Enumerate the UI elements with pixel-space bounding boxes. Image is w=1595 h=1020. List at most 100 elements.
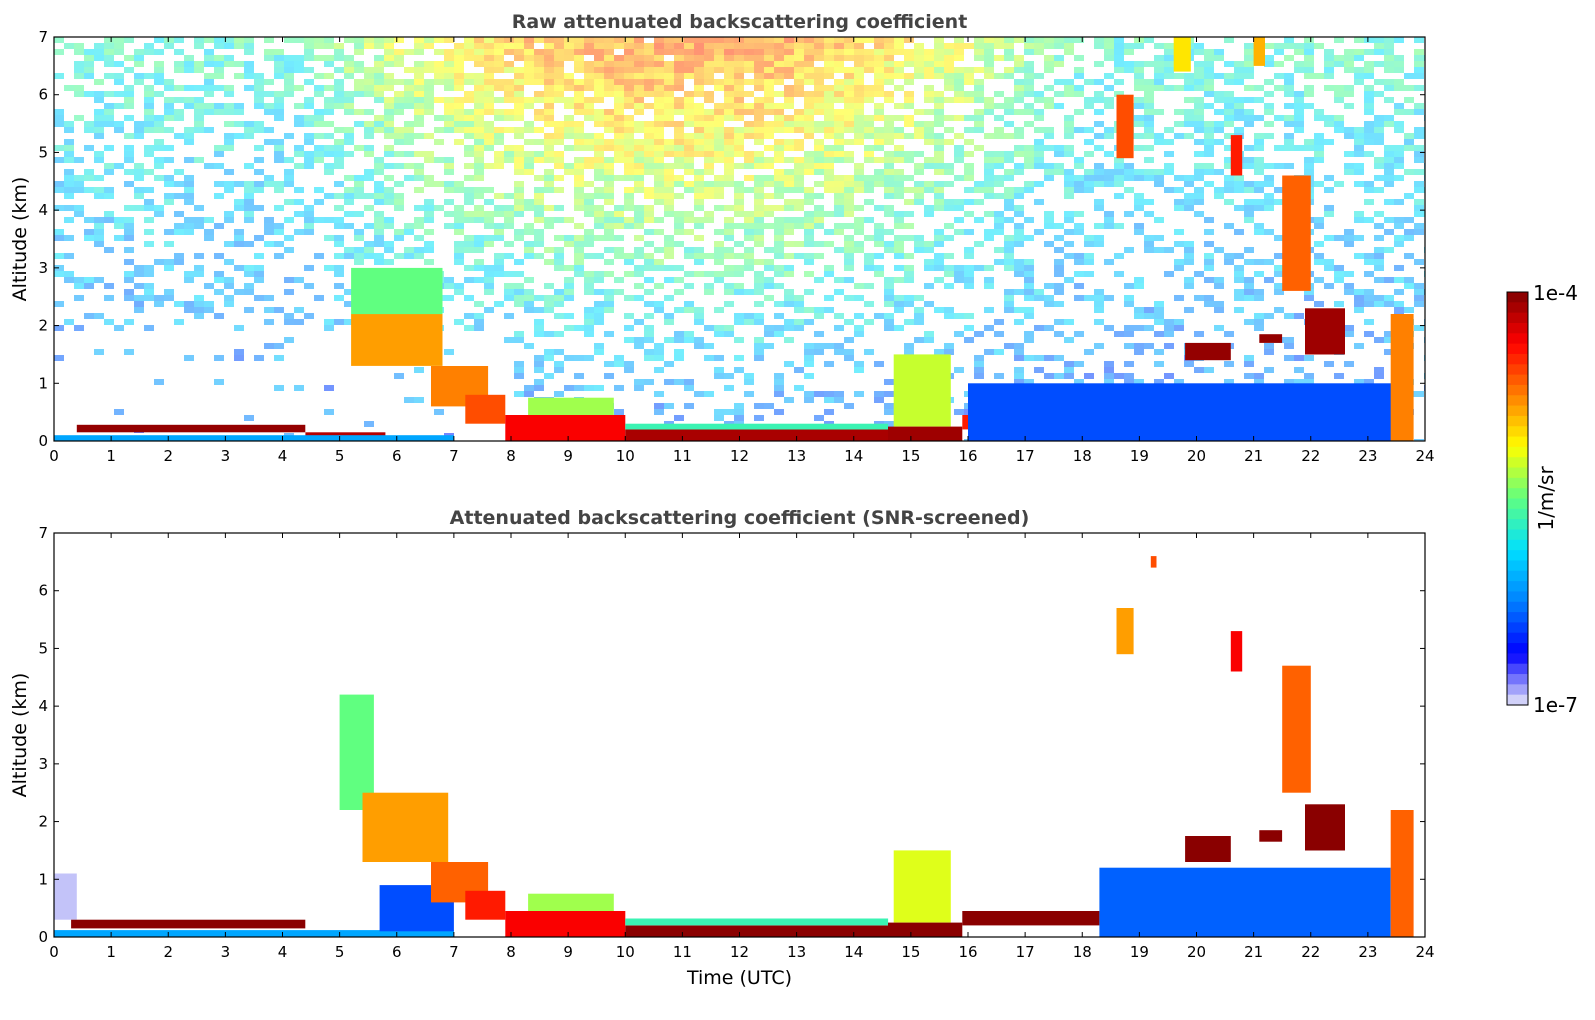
heatmap-feature xyxy=(1253,37,1265,66)
heatmap-feature xyxy=(1185,836,1231,862)
x-tick-label: 15 xyxy=(901,447,920,465)
colorbar-label: 1/m/sr xyxy=(1534,466,1558,531)
x-tick-label: 18 xyxy=(1073,447,1092,465)
x-axis: 0 1 2 3 4 5 6 7 8 9 10 11 12 13 14 15 16 17 18 19 20 21 22 23 24 xyxy=(49,533,1435,961)
heatmap-feature xyxy=(1099,867,1391,937)
heatmap-feature xyxy=(505,911,626,937)
colorbar-segment xyxy=(1507,302,1528,314)
x-tick-label: 21 xyxy=(1244,447,1263,465)
x-tick-label: 17 xyxy=(1016,943,1035,961)
y-tick-label: 2 xyxy=(38,813,48,831)
x-tick-label: 3 xyxy=(221,943,231,961)
x-axis-label: Time (UTC) xyxy=(686,967,792,989)
heatmap-feature xyxy=(1259,334,1283,343)
colorbar-segment xyxy=(1507,415,1528,427)
heatmap-feature xyxy=(1116,94,1134,159)
colorbar-segment xyxy=(1507,477,1528,489)
colorbar-segment xyxy=(1507,322,1528,334)
colorbar-segment xyxy=(1507,581,1528,593)
x-tick-label: 19 xyxy=(1130,943,1149,961)
x-tick-label: 12 xyxy=(730,943,749,961)
colorbar-segment xyxy=(1507,550,1528,562)
y-axis-label: Altitude (km) xyxy=(9,673,31,798)
x-tick-label: 1 xyxy=(106,943,116,961)
x-tick-label: 24 xyxy=(1415,943,1434,961)
heatmap-feature xyxy=(968,383,1408,441)
y-tick-label: 6 xyxy=(38,582,48,600)
colorbar-segment xyxy=(1507,539,1528,551)
colorbar-segment xyxy=(1507,622,1528,634)
colorbar-frame xyxy=(1506,291,1529,706)
heatmap-feature xyxy=(625,423,889,430)
heatmap-feature xyxy=(71,919,306,929)
colorbar-segment xyxy=(1507,467,1528,479)
x-tick-label: 19 xyxy=(1130,447,1149,465)
colorbar-segment xyxy=(1507,508,1528,520)
heatmap-feature xyxy=(528,397,614,415)
colorbar-segment xyxy=(1507,663,1528,675)
heatmap-feature xyxy=(1282,665,1311,793)
colorbar-segment xyxy=(1507,694,1528,706)
heatmap-feature xyxy=(893,850,951,923)
y-tick-label: 1 xyxy=(38,374,48,392)
heatmap-feature xyxy=(625,918,889,926)
colorbar-segment xyxy=(1507,612,1528,623)
y-axis: 0 1 2 3 4 5 6 7 xyxy=(38,524,1425,946)
y-tick-label: 0 xyxy=(38,432,48,450)
colorbar-max-label: 1e-4 xyxy=(1533,281,1578,305)
colorbar-segment xyxy=(1507,591,1528,603)
y-tick-label: 7 xyxy=(38,28,48,46)
x-tick-label: 0 xyxy=(49,447,59,465)
heatmap-feature xyxy=(625,429,889,441)
heatmap-feature xyxy=(1390,314,1414,441)
x-tick-label: 5 xyxy=(335,447,345,465)
colorbar-segment xyxy=(1507,488,1528,500)
heatmap-feature xyxy=(465,394,506,424)
panel-2: 0 1 2 3 4 5 6 7 8 9 10 11 12 13 14 15 16 17 18 19 20 21 22 23 24… xyxy=(9,507,1435,989)
heatmap-feature xyxy=(351,267,443,315)
colorbar-segment xyxy=(1507,405,1528,417)
colorbar-segment xyxy=(1507,653,1528,665)
heatmap-feature xyxy=(465,890,506,920)
colorbar-segment xyxy=(1507,333,1528,345)
colorbar-segment xyxy=(1507,529,1528,541)
colorbar-segment xyxy=(1507,643,1528,654)
y-tick-label: 3 xyxy=(38,259,48,277)
chart-title: Attenuated backscattering coefficient (S… xyxy=(450,507,1030,529)
x-tick-label: 8 xyxy=(506,447,516,465)
x-tick-label: 15 xyxy=(901,943,920,961)
y-tick-label: 1 xyxy=(38,870,48,888)
y-tick-label: 3 xyxy=(38,755,48,773)
heatmap-feature xyxy=(1282,175,1311,291)
heatmap-feature xyxy=(54,930,454,937)
colorbar-segment xyxy=(1507,384,1528,396)
colorbar-segment xyxy=(1507,436,1528,448)
x-axis: 0 1 2 3 4 5 6 7 8 9 10 11 12 13 14 15 16 17 18 19 20 21 22 23 24 xyxy=(49,37,1435,465)
colorbar-segment xyxy=(1507,292,1528,303)
heatmap-feature xyxy=(1173,37,1191,72)
x-tick-label: 6 xyxy=(392,943,402,961)
x-tick-label: 23 xyxy=(1358,943,1377,961)
colorbar-min-label: 1e-7 xyxy=(1533,693,1578,717)
y-tick-label: 5 xyxy=(38,639,48,657)
x-tick-label: 6 xyxy=(392,447,402,465)
y-tick-label: 5 xyxy=(38,143,48,161)
heatmap-feature xyxy=(1230,631,1243,672)
heatmap-feature xyxy=(362,792,449,862)
x-tick-label: 4 xyxy=(278,943,288,961)
x-tick-label: 12 xyxy=(730,447,749,465)
x-tick-label: 20 xyxy=(1187,943,1206,961)
x-tick-label: 24 xyxy=(1415,447,1434,465)
colorbar: 1e-4 1e-7 1/m/sr xyxy=(1506,281,1578,717)
colorbar-segment xyxy=(1507,446,1528,458)
x-tick-label: 8 xyxy=(506,943,516,961)
heatmap-feature xyxy=(1116,608,1134,655)
x-tick-label: 0 xyxy=(49,943,59,961)
x-tick-label: 17 xyxy=(1016,447,1035,465)
heatmap-feature xyxy=(54,873,77,920)
x-tick-label: 5 xyxy=(335,943,345,961)
colorbar-segment xyxy=(1507,632,1528,644)
chart-title: Raw attenuated backscattering coefficien… xyxy=(512,11,968,33)
x-tick-label: 11 xyxy=(673,447,692,465)
